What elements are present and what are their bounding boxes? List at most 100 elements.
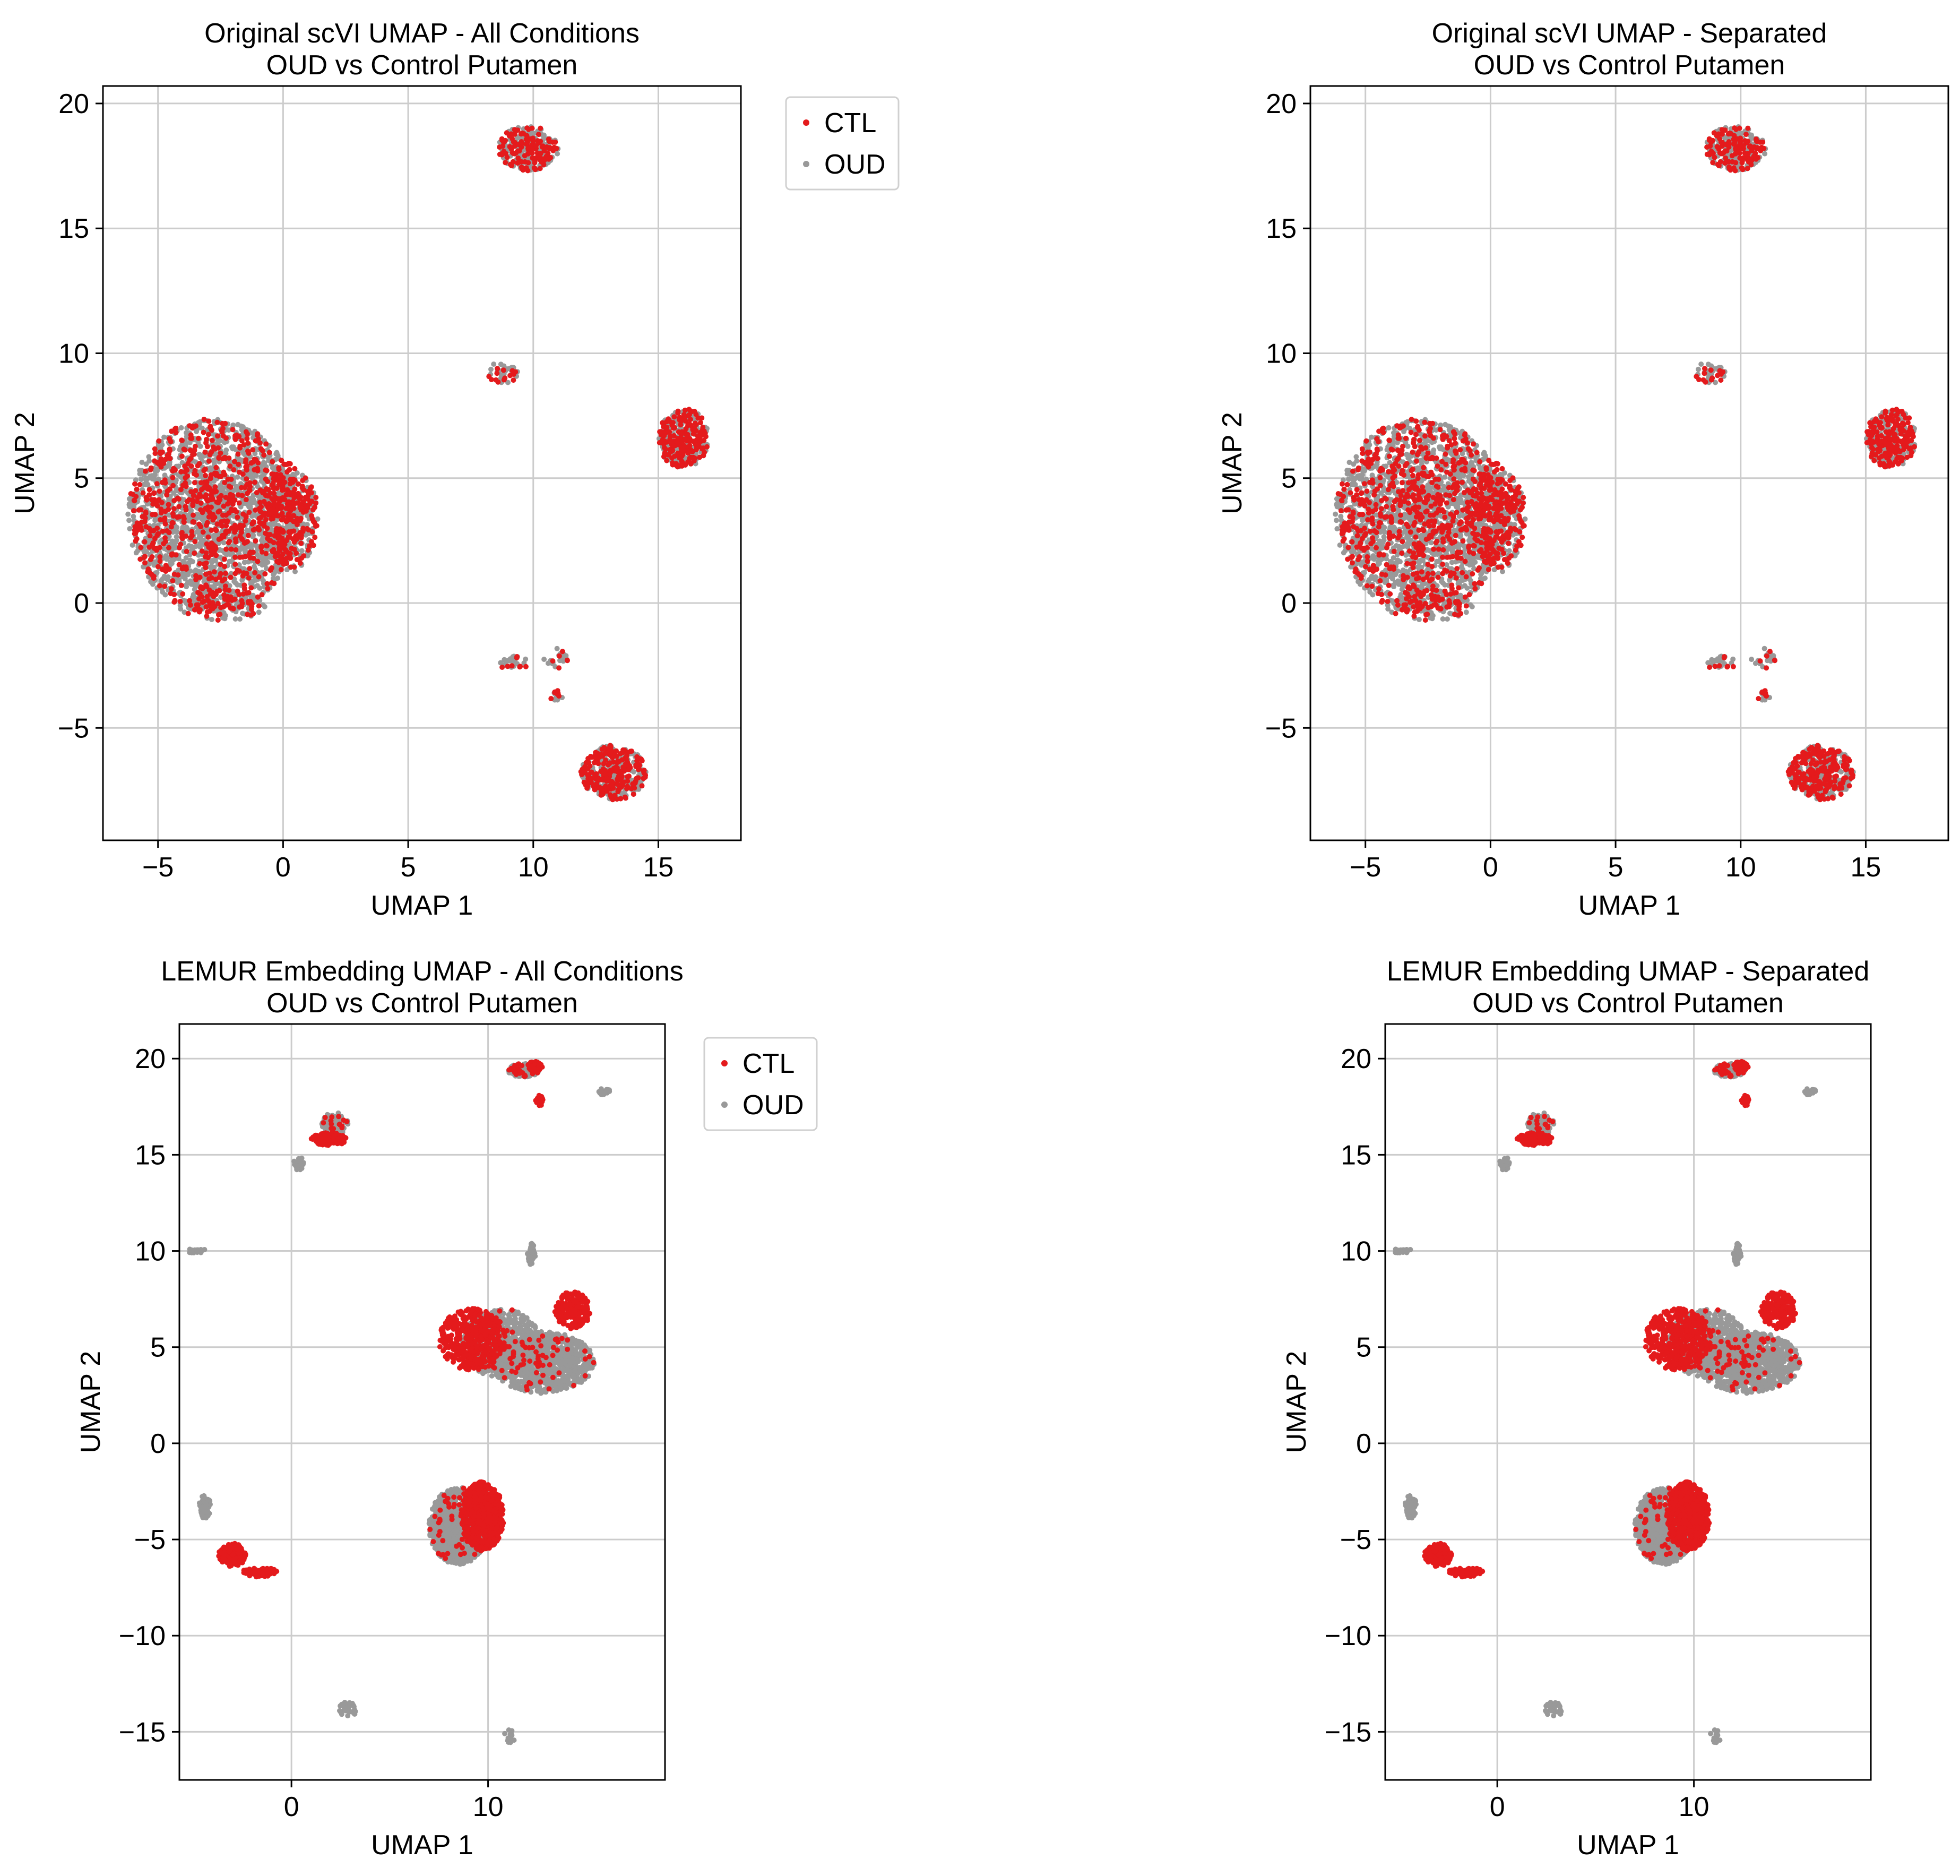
point-CTL [292,494,298,500]
point-OUD [1439,579,1445,584]
point-CTL [212,484,218,490]
point-OUD [305,513,310,519]
point-OUD [269,527,275,532]
points-OUD [1333,124,1918,802]
point-CTL [251,459,256,465]
point-OUD [257,585,263,591]
point-CTL [179,536,185,541]
point-CTL [229,525,235,531]
point-CTL [262,571,268,576]
legend-box [785,96,900,191]
point-CTL [266,507,272,513]
point-CTL [682,407,688,413]
point-CTL [132,481,137,487]
point-OUD [194,511,200,517]
point-CTL [163,563,169,569]
point-OUD [1334,526,1340,531]
point-CTL [160,566,166,572]
point-CTL [151,528,157,533]
point-CTL [245,448,251,454]
y-axis-label: UMAP 2 [10,412,40,514]
point-CTL [137,481,143,487]
point-OUD [150,476,156,482]
y-tick-label: 15 [58,213,89,244]
point-CTL [146,492,152,498]
point-CTL [274,471,280,477]
point-CTL [600,777,606,783]
legend-marker-CTL [803,119,809,126]
point-CTL [593,752,599,758]
point-CTL [277,545,283,551]
point-CTL [171,506,177,512]
point-CTL [176,504,182,510]
point-CTL [287,490,293,495]
point-CTL [197,561,203,566]
point-CTL [201,429,206,435]
point-CTL [679,458,685,464]
point-CTL [497,151,503,157]
point-CTL [196,521,202,527]
point-CTL [204,613,210,619]
point-CTL [541,162,547,168]
point-CTL [256,527,262,533]
point-CTL [271,498,277,504]
point-CTL [296,532,301,538]
point-CTL [152,446,158,452]
point-CTL [550,658,556,664]
point-CTL [134,486,140,492]
point-CTL [689,409,695,415]
point-CTL [193,443,198,449]
point-CTL [184,566,189,572]
point-CTL [157,488,162,494]
point-OUD [1352,476,1358,481]
point-CTL [221,503,227,509]
point-CTL [226,603,231,608]
point-CTL [185,473,191,479]
point-CTL [209,527,214,533]
point-CTL [215,617,221,623]
point-CTL [635,761,641,767]
point-CTL [504,154,510,160]
point-CTL [518,131,524,137]
point-OUD [192,587,197,592]
point-CTL [192,539,198,545]
point-CTL [507,161,513,167]
point-CTL [167,486,172,492]
point-CTL [626,767,632,772]
point-CTL [692,455,698,461]
point-CTL [495,379,501,385]
point-CTL [500,367,506,373]
point-OUD [131,513,136,519]
point-CTL [533,143,539,149]
point-OUD [299,548,305,554]
point-CTL [206,514,212,520]
point-CTL [516,159,522,165]
point-CTL [166,530,172,536]
point-CTL [255,558,261,564]
point-CTL [203,472,208,478]
point-CTL [207,452,213,458]
point-CTL [197,574,203,580]
point-CTL [244,476,249,482]
point-CTL [232,562,238,567]
point-CTL [227,463,233,469]
point-OUD [1346,460,1352,465]
points-CTL [128,125,710,803]
point-CTL [536,132,541,137]
point-OUD [488,366,494,372]
point-CTL [271,486,277,492]
point-CTL [288,564,293,570]
point-CTL [208,591,213,597]
point-CTL [199,548,205,554]
point-OUD [1369,434,1374,440]
point-OUD [211,584,217,590]
point-CTL [313,500,318,506]
point-CTL [676,442,681,448]
point-CTL [179,453,185,459]
point-CTL [222,480,228,486]
point-CTL [277,533,282,539]
point-OUD [237,616,243,622]
point-OUD [209,617,214,622]
point-CTL [154,481,160,487]
point-CTL [685,412,691,418]
